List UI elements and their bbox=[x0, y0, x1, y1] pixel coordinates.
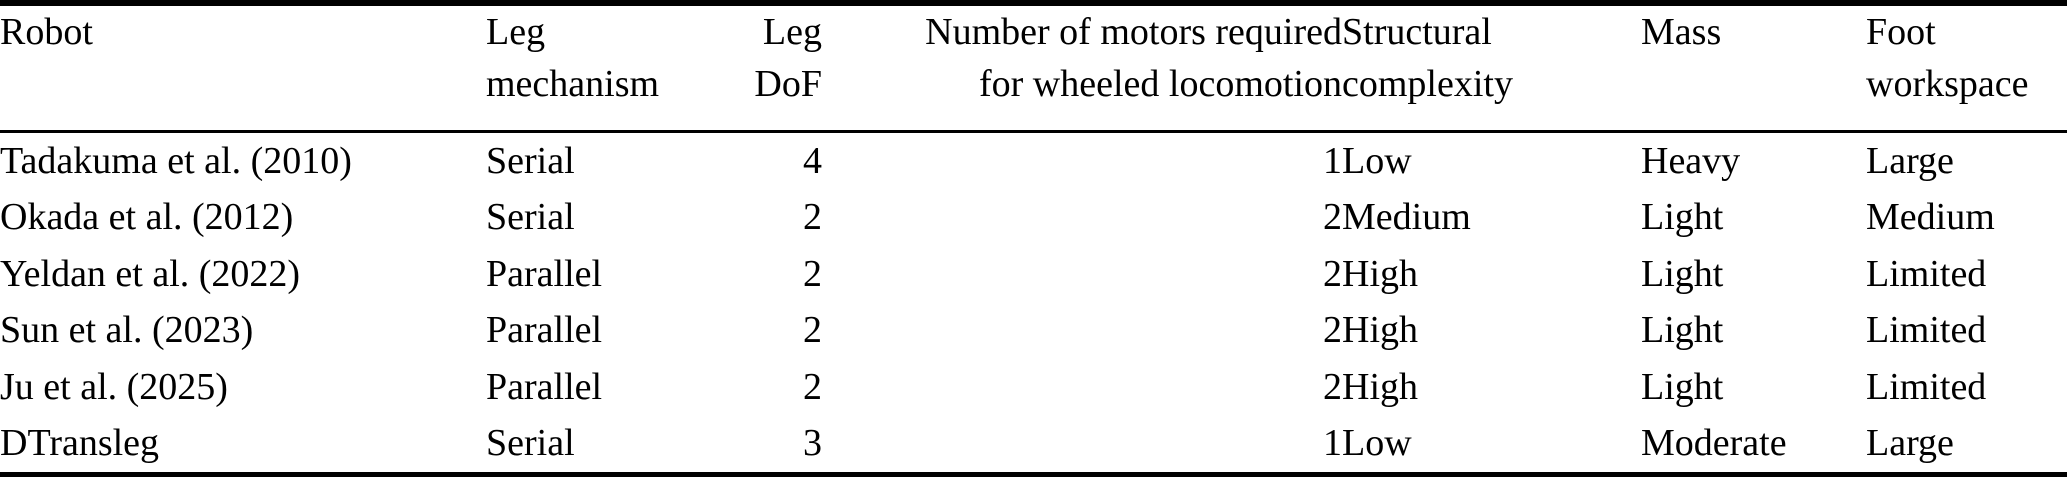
cell-robot: DTransleg bbox=[0, 422, 160, 465]
table-row: Yeldan et al. (2022) Parallel 2 2 High Light L… bbox=[0, 246, 2067, 302]
header-line: workspace bbox=[1866, 63, 2029, 105]
cell-leg-dof: 4 bbox=[803, 139, 822, 182]
column-header-robot: Robot bbox=[0, 6, 486, 133]
cell-leg-mechanism: Parallel bbox=[486, 309, 603, 352]
cell-robot: Sun et al. (2023) bbox=[0, 309, 254, 352]
cell-leg-mechanism: Serial bbox=[486, 196, 575, 239]
cell-leg-dof: 2 bbox=[803, 365, 822, 408]
column-header-foot-workspace: Foot workspace bbox=[1866, 6, 2067, 133]
cell-robot: Tadakuma et al. (2010) bbox=[0, 139, 352, 182]
cell-structural-complexity: Low bbox=[1342, 422, 1412, 465]
column-header-mass: Mass bbox=[1641, 6, 1866, 133]
cell-motors-wheeled: 2 bbox=[1323, 196, 1342, 239]
column-header-leg-mechanism: Leg mechanism bbox=[486, 6, 736, 133]
cell-structural-complexity: High bbox=[1342, 365, 1418, 408]
cell-mass: Light bbox=[1641, 196, 1724, 239]
header-line: Robot bbox=[0, 11, 93, 53]
cell-structural-complexity: Low bbox=[1342, 139, 1412, 182]
column-header-motors-wheeled: Number of motors required for wheeled lo… bbox=[822, 6, 1342, 133]
cell-foot-workspace: Limited bbox=[1866, 252, 1987, 295]
cell-motors-wheeled: 2 bbox=[1323, 252, 1342, 295]
header-line: DoF bbox=[754, 63, 822, 105]
cell-leg-dof: 2 bbox=[803, 252, 822, 295]
cell-robot: Ju et al. (2025) bbox=[0, 365, 228, 408]
table-row: Tadakuma et al. (2010) Serial 4 1 Low Heavy La… bbox=[0, 132, 2067, 190]
cell-foot-workspace: Large bbox=[1866, 422, 1954, 465]
column-header-leg-dof: Leg DoF bbox=[736, 6, 822, 133]
cell-structural-complexity: Medium bbox=[1342, 196, 1471, 239]
robot-comparison-table: Robot Leg mechanism Leg DoF Number of mo… bbox=[0, 6, 2067, 472]
cell-robot: Okada et al. (2012) bbox=[0, 196, 294, 239]
cell-mass: Light bbox=[1641, 309, 1724, 352]
cell-structural-complexity: High bbox=[1342, 309, 1418, 352]
cell-leg-dof: 2 bbox=[803, 196, 822, 239]
table-row: Ju et al. (2025) Parallel 2 2 High Light Limit… bbox=[0, 359, 2067, 415]
cell-leg-mechanism: Serial bbox=[486, 422, 575, 465]
cell-foot-workspace: Medium bbox=[1866, 196, 1995, 239]
table-body: Tadakuma et al. (2010) Serial 4 1 Low Heavy La… bbox=[0, 132, 2067, 473]
cell-mass: Light bbox=[1641, 252, 1724, 295]
cell-leg-mechanism: Serial bbox=[486, 139, 575, 182]
cell-motors-wheeled: 2 bbox=[1323, 309, 1342, 352]
header-line: Foot bbox=[1866, 11, 1936, 53]
header-line: mechanism bbox=[486, 63, 660, 105]
cell-foot-workspace: Limited bbox=[1866, 309, 1987, 352]
table-header: Robot Leg mechanism Leg DoF Number of mo… bbox=[0, 6, 2067, 133]
cell-robot: Yeldan et al. (2022) bbox=[0, 252, 301, 295]
header-line: Structural bbox=[1342, 11, 1492, 53]
cell-foot-workspace: Limited bbox=[1866, 365, 1987, 408]
cell-mass: Moderate bbox=[1641, 422, 1787, 465]
cell-foot-workspace: Large bbox=[1866, 139, 1954, 182]
table-row: DTransleg Serial 3 1 Low Moderate Large bbox=[0, 415, 2067, 472]
header-line: Number of motors required bbox=[925, 11, 1342, 53]
cell-mass: Light bbox=[1641, 365, 1724, 408]
header-line: for wheeled locomotion bbox=[978, 63, 1342, 105]
header-line: Leg bbox=[486, 11, 546, 53]
cell-leg-mechanism: Parallel bbox=[486, 365, 603, 408]
header-line: complexity bbox=[1342, 63, 1513, 105]
cell-leg-dof: 3 bbox=[803, 422, 822, 465]
header-line: Leg bbox=[762, 11, 822, 53]
column-header-structural-complexity: Structural complexity bbox=[1342, 6, 1641, 133]
cell-motors-wheeled: 1 bbox=[1323, 422, 1342, 465]
header-row: Robot Leg mechanism Leg DoF Number of mo… bbox=[0, 6, 2067, 133]
cell-mass: Heavy bbox=[1641, 139, 1741, 182]
table-row: Okada et al. (2012) Serial 2 2 Medium Light Me… bbox=[0, 190, 2067, 246]
header-line: Mass bbox=[1641, 11, 1722, 53]
cell-leg-mechanism: Parallel bbox=[486, 252, 603, 295]
cell-structural-complexity: High bbox=[1342, 252, 1418, 295]
cell-motors-wheeled: 2 bbox=[1323, 365, 1342, 408]
cell-motors-wheeled: 1 bbox=[1323, 139, 1342, 182]
table-row: Sun et al. (2023) Parallel 2 2 High Light Limi… bbox=[0, 303, 2067, 359]
cell-leg-dof: 2 bbox=[803, 309, 822, 352]
